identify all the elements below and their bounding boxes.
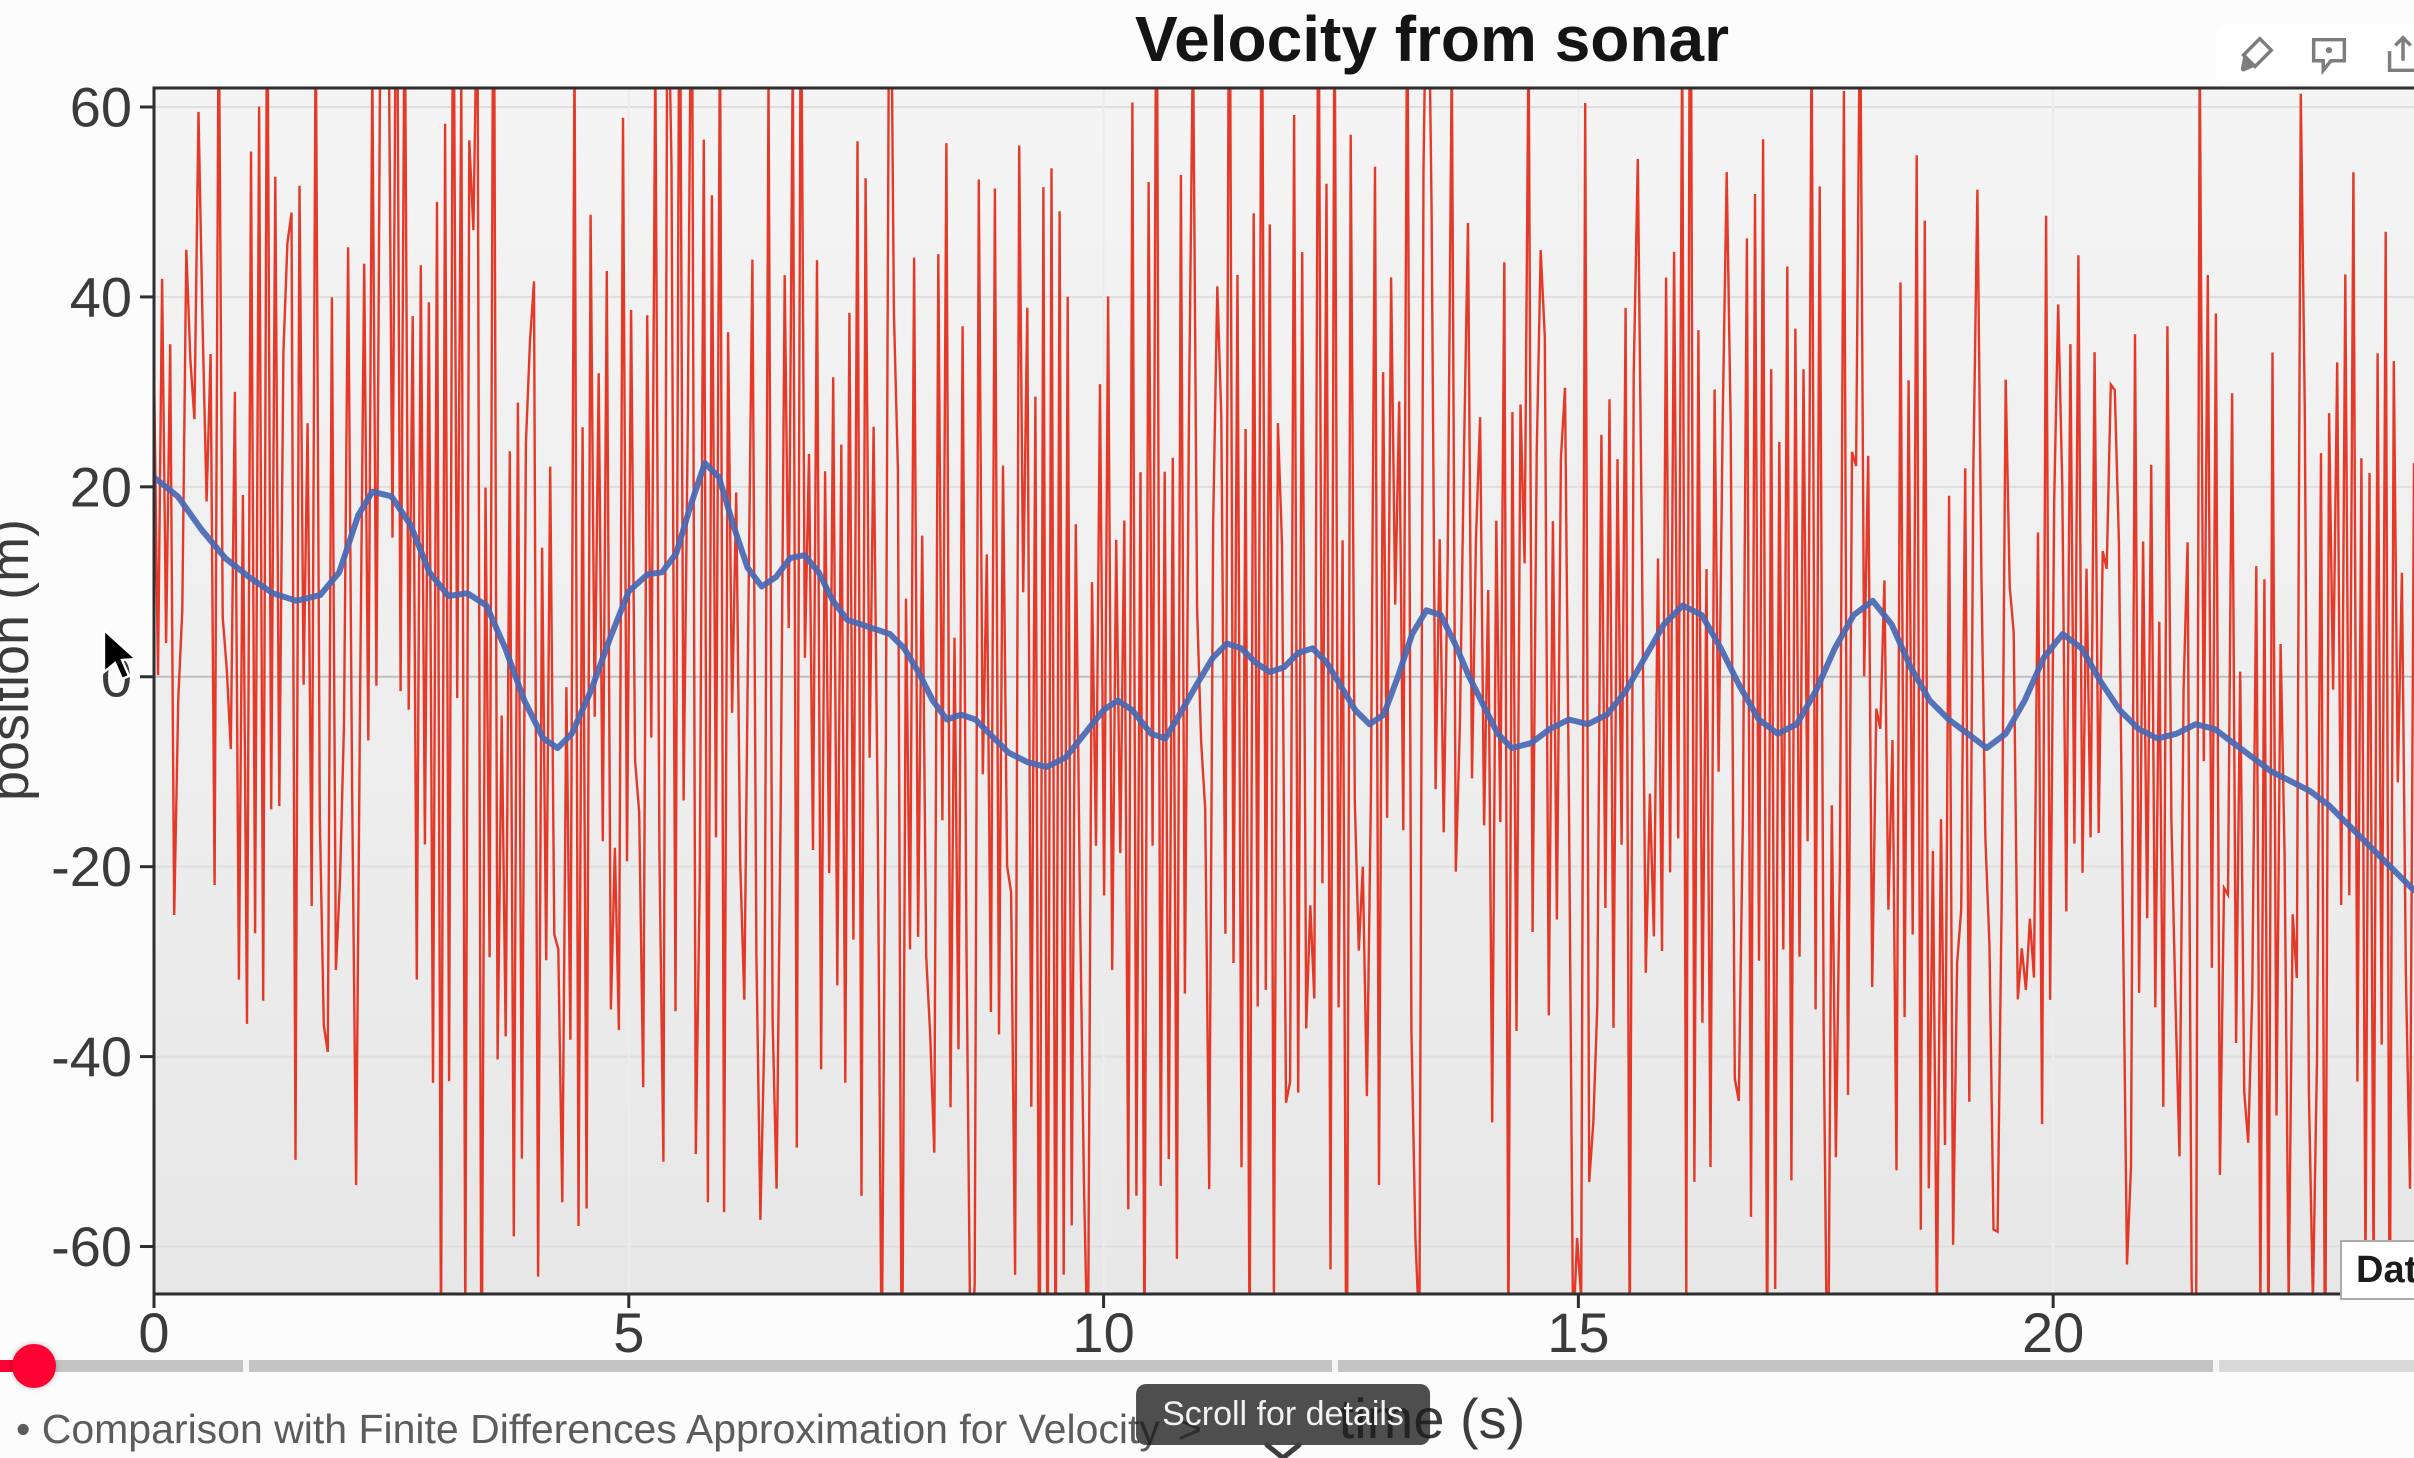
y-tick-label: -20 [51,835,132,898]
datatip-icon[interactable] [2306,32,2352,78]
caption-row: • Comparison with Finite Differences App… [16,1406,1202,1453]
video-scrubber-dot[interactable] [12,1344,57,1388]
chevron-down-icon [1261,1442,1305,1458]
y-tick-label: 60 [70,75,132,138]
scroll-hint-label: Scroll for details [1162,1395,1404,1433]
chapter-marker [1331,1360,1338,1372]
y-axis-label: position (m) [0,518,40,802]
mouse-cursor-icon [100,627,140,689]
x-tick-label: 5 [613,1301,644,1364]
x-tick-label: 15 [1547,1301,1609,1364]
chart-title: Velocity from sonar [1135,3,1729,75]
export-icon[interactable] [2380,32,2414,78]
axes-box [152,86,2414,1294]
legend[interactable]: Dat [2340,1240,2414,1300]
figure-toolbar [2216,24,2414,86]
video-progress-bar[interactable] [0,1344,2414,1388]
y-tick-label: -60 [51,1215,132,1278]
chapter-marker [243,1360,250,1372]
x-tick-label: 10 [1072,1301,1134,1364]
series-noisy-velocity [154,88,2414,1294]
brush-icon[interactable] [2232,32,2278,78]
x-tick-label: 0 [138,1301,169,1364]
y-tick-label: 20 [70,455,132,518]
series-smooth-velocity [154,460,2414,894]
progress-unbuffered [2216,1360,2414,1372]
y-tick-label: -40 [51,1025,132,1088]
y-tick-label: 40 [70,265,132,328]
video-caption[interactable]: • Comparison with Finite Differences App… [16,1406,1160,1452]
chapter-marker [2213,1360,2220,1372]
legend-label: Dat [2356,1248,2414,1291]
scroll-for-details-pill[interactable]: Scroll for details [1136,1384,1430,1445]
x-tick-label: 20 [2022,1301,2084,1364]
